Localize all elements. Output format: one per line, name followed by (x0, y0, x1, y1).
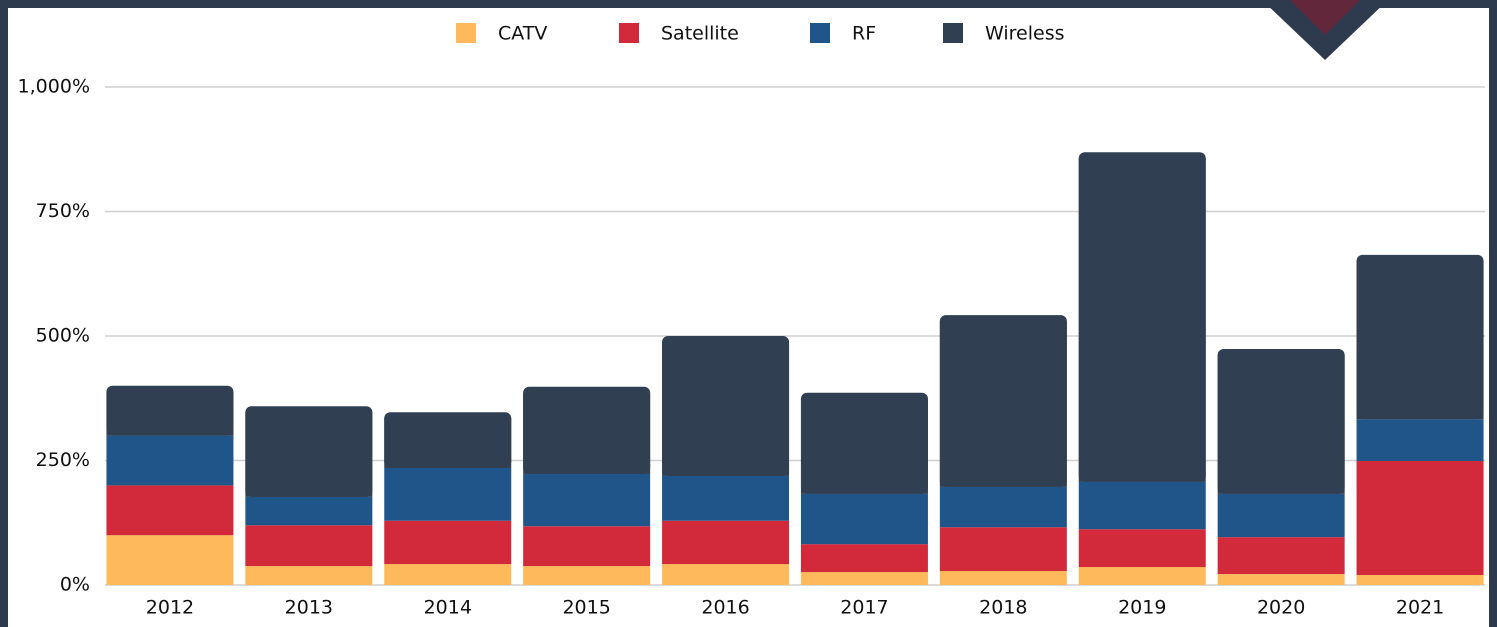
bar-segment (801, 544, 928, 572)
bar-segment (801, 494, 928, 544)
x-tick-label: 2016 (701, 597, 749, 619)
legend-label: CATV (498, 23, 547, 45)
x-tick-label: 2013 (285, 597, 333, 619)
bar-segment (523, 474, 650, 526)
legend-swatch (619, 23, 639, 43)
bar-segment-fill (940, 321, 1067, 487)
y-tick-label: 750% (36, 200, 90, 222)
y-tick-label: 0% (60, 574, 90, 596)
bar-segment (384, 521, 511, 564)
bar-segment (1079, 529, 1206, 567)
bar-segment (662, 564, 789, 585)
x-tick-label: 2012 (146, 597, 194, 619)
bar-segment (940, 527, 1067, 571)
bar-segment (245, 525, 372, 566)
bar-segment-fill (662, 342, 789, 476)
bar-segment (1357, 419, 1484, 461)
bar-segment-fill (1357, 261, 1484, 419)
bar-segment (1357, 461, 1484, 575)
bar-segment-fill (245, 412, 372, 497)
y-tick-label: 500% (36, 325, 90, 347)
x-tick-label: 2020 (1257, 597, 1305, 619)
page: {"chart_data": {"type": "stacked-bar", "… (0, 0, 1497, 627)
x-tick-label: 2015 (562, 597, 610, 619)
bar-segment-fill (1079, 158, 1206, 482)
bar-segment (1218, 574, 1345, 585)
bar-segment (801, 572, 928, 585)
bar-segment (662, 521, 789, 564)
bar-segment-fill (523, 393, 650, 474)
x-tick-label: 2014 (424, 597, 472, 619)
bar-segment-fill (384, 418, 511, 468)
bar-segment-fill (106, 392, 233, 436)
bar-segment (940, 571, 1067, 585)
bar-segment-fill (1218, 355, 1345, 494)
legend-swatch (810, 23, 830, 43)
bar-segment (245, 497, 372, 525)
bar-segment (106, 436, 233, 486)
bar-segment-fill (801, 399, 928, 494)
bar-segment (384, 564, 511, 585)
x-tick-label: 2021 (1396, 597, 1444, 619)
legend-label: Satellite (661, 23, 739, 45)
bar-segment (1079, 482, 1206, 529)
bar-segment (1357, 575, 1484, 585)
legend-swatch (943, 23, 963, 43)
bar-segment (1218, 494, 1345, 537)
x-tick-label: 2019 (1118, 597, 1166, 619)
bar-segment (940, 487, 1067, 527)
bar-segment (384, 468, 511, 521)
y-tick-label: 1,000% (18, 76, 90, 98)
y-tick-label: 250% (36, 449, 90, 471)
legend-label: Wireless (985, 23, 1065, 45)
bar-segment (1079, 567, 1206, 585)
chart: 0% 250% 500% 750% 1,000% CATV Satellite RF Wirel… (0, 0, 1497, 627)
bar-segment (1218, 537, 1345, 574)
bar-segment (106, 485, 233, 535)
bar-segment (245, 566, 372, 585)
x-tick-label: 2017 (840, 597, 888, 619)
bar-segment (523, 526, 650, 566)
x-tick-label: 2018 (979, 597, 1027, 619)
legend-label: RF (852, 23, 876, 45)
bar-segment (662, 476, 789, 521)
legend-swatch (456, 23, 476, 43)
bar-segment (106, 535, 233, 585)
bar-segment (523, 566, 650, 585)
